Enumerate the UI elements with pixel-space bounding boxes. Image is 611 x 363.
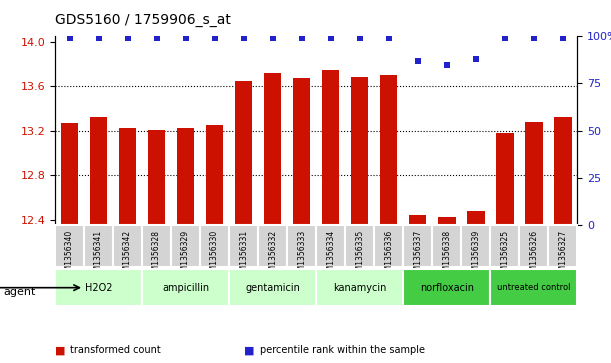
- Point: [558, 35, 568, 41]
- Text: GSM1356334: GSM1356334: [326, 230, 335, 281]
- Bar: [206, 125, 224, 363]
- Point: [471, 56, 481, 62]
- FancyBboxPatch shape: [403, 269, 490, 306]
- Bar: [467, 211, 485, 363]
- Bar: [119, 129, 136, 363]
- Point: [413, 58, 423, 64]
- Text: ■: ■: [244, 345, 255, 355]
- Point: [355, 35, 365, 41]
- Bar: [148, 130, 165, 363]
- FancyBboxPatch shape: [113, 225, 142, 267]
- Bar: [264, 73, 281, 363]
- FancyBboxPatch shape: [55, 269, 142, 306]
- Point: [181, 35, 191, 41]
- Point: [93, 35, 103, 41]
- Text: GSM1356340: GSM1356340: [65, 230, 74, 281]
- Bar: [554, 117, 571, 363]
- Text: GSM1356336: GSM1356336: [384, 230, 393, 281]
- Text: GSM1356326: GSM1356326: [529, 230, 538, 281]
- FancyBboxPatch shape: [142, 225, 171, 267]
- Bar: [496, 133, 513, 363]
- Bar: [525, 122, 543, 363]
- Text: GSM1356332: GSM1356332: [268, 230, 277, 281]
- FancyBboxPatch shape: [519, 225, 549, 267]
- Text: H2O2: H2O2: [85, 283, 112, 293]
- Text: GSM1356339: GSM1356339: [471, 230, 480, 281]
- Text: untreated control: untreated control: [497, 283, 571, 292]
- Text: GSM1356325: GSM1356325: [500, 230, 510, 281]
- Text: GSM1356335: GSM1356335: [355, 230, 364, 281]
- Point: [529, 35, 539, 41]
- FancyBboxPatch shape: [316, 269, 403, 306]
- Point: [268, 35, 277, 41]
- Bar: [293, 78, 310, 363]
- Point: [297, 35, 307, 41]
- Point: [65, 35, 75, 41]
- Bar: [322, 70, 340, 363]
- Text: norfloxacin: norfloxacin: [420, 283, 474, 293]
- Bar: [409, 215, 426, 363]
- Text: GSM1356341: GSM1356341: [94, 230, 103, 281]
- FancyBboxPatch shape: [403, 225, 432, 267]
- Bar: [177, 129, 194, 363]
- Bar: [351, 77, 368, 363]
- FancyBboxPatch shape: [55, 225, 84, 267]
- Text: GSM1356342: GSM1356342: [123, 230, 132, 281]
- FancyBboxPatch shape: [345, 225, 374, 267]
- FancyBboxPatch shape: [229, 225, 258, 267]
- Text: transformed count: transformed count: [70, 345, 161, 355]
- Bar: [61, 123, 78, 363]
- FancyBboxPatch shape: [200, 225, 229, 267]
- Bar: [438, 217, 456, 363]
- Point: [210, 35, 219, 41]
- FancyBboxPatch shape: [461, 225, 490, 267]
- FancyBboxPatch shape: [229, 269, 316, 306]
- FancyBboxPatch shape: [287, 225, 316, 267]
- Text: agent: agent: [3, 287, 35, 297]
- Text: kanamycin: kanamycin: [333, 283, 386, 293]
- Text: GSM1356328: GSM1356328: [152, 230, 161, 281]
- Text: ampicillin: ampicillin: [162, 283, 209, 293]
- Text: ■: ■: [55, 345, 65, 355]
- FancyBboxPatch shape: [84, 225, 113, 267]
- Point: [442, 62, 452, 68]
- FancyBboxPatch shape: [258, 225, 287, 267]
- Point: [384, 35, 393, 41]
- FancyBboxPatch shape: [490, 225, 519, 267]
- Text: GSM1356331: GSM1356331: [239, 230, 248, 281]
- Bar: [90, 117, 108, 363]
- FancyBboxPatch shape: [432, 225, 461, 267]
- Text: GSM1356337: GSM1356337: [413, 230, 422, 281]
- FancyBboxPatch shape: [316, 225, 345, 267]
- FancyBboxPatch shape: [490, 269, 577, 306]
- Text: GSM1356327: GSM1356327: [558, 230, 568, 281]
- FancyBboxPatch shape: [549, 225, 577, 267]
- Text: GSM1356333: GSM1356333: [297, 230, 306, 281]
- FancyBboxPatch shape: [142, 269, 229, 306]
- Point: [326, 35, 335, 41]
- Point: [123, 35, 133, 41]
- Point: [152, 35, 161, 41]
- FancyBboxPatch shape: [171, 225, 200, 267]
- Text: GDS5160 / 1759906_s_at: GDS5160 / 1759906_s_at: [55, 13, 231, 27]
- FancyBboxPatch shape: [374, 225, 403, 267]
- Point: [500, 35, 510, 41]
- Text: GSM1356329: GSM1356329: [181, 230, 190, 281]
- Text: percentile rank within the sample: percentile rank within the sample: [260, 345, 425, 355]
- Text: GSM1356338: GSM1356338: [442, 230, 452, 281]
- Text: GSM1356330: GSM1356330: [210, 230, 219, 281]
- Point: [239, 35, 249, 41]
- Bar: [380, 75, 397, 363]
- Text: gentamicin: gentamicin: [245, 283, 300, 293]
- Bar: [235, 81, 252, 363]
